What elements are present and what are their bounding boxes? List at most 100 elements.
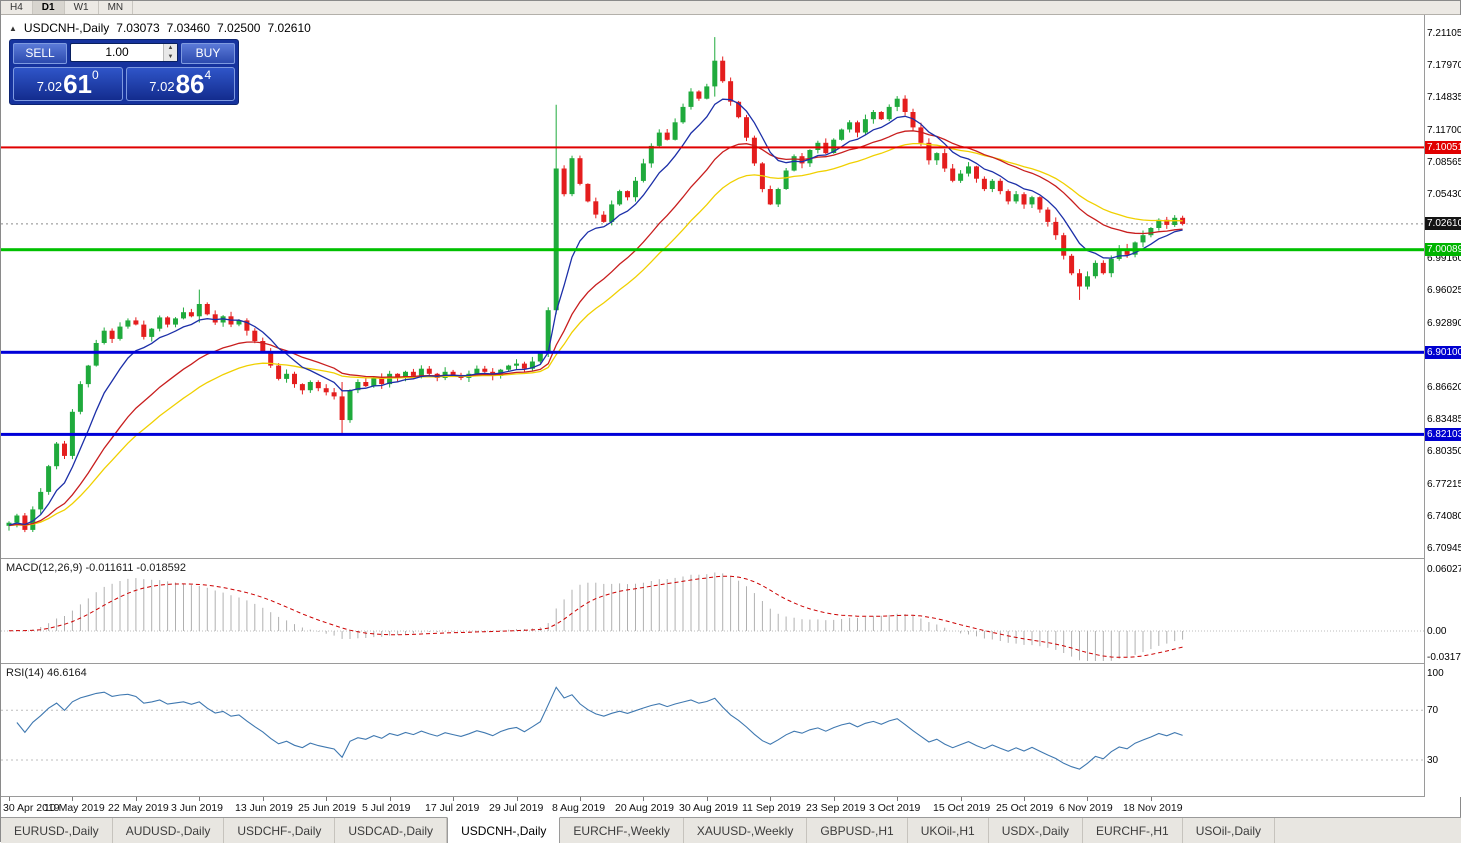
candle-body bbox=[46, 466, 52, 492]
timeframe-button-w1[interactable]: W1 bbox=[65, 1, 99, 14]
time-axis-tick bbox=[643, 797, 644, 801]
time-axis-label: 30 Apr 2019 bbox=[3, 802, 60, 814]
candle-body bbox=[672, 122, 678, 140]
timeframe-button-mn[interactable]: MN bbox=[99, 1, 134, 14]
time-axis-tick bbox=[1024, 797, 1025, 801]
candle-body bbox=[831, 139, 837, 153]
candle-body bbox=[521, 363, 527, 369]
candle-body bbox=[1092, 262, 1098, 277]
sell-price-button[interactable]: 7.02 61 0 bbox=[13, 67, 123, 101]
candle-body bbox=[101, 330, 107, 343]
price-axis[interactable]: 7.21105 7.17970 7.14835 7.11700 7.08565 7.054… bbox=[1424, 15, 1461, 797]
candle-body bbox=[125, 320, 131, 327]
candle-body bbox=[77, 384, 83, 412]
chart-tab-gbpusd-h1[interactable]: GBPUSD-,H1 bbox=[807, 818, 908, 843]
candle-body bbox=[894, 98, 900, 107]
chart-tab-usdcnh-daily[interactable]: USDCNH-,Daily bbox=[447, 817, 561, 843]
rsi-canvas bbox=[1, 686, 1424, 770]
price-axis-label: 7.21105 bbox=[1427, 28, 1461, 39]
candle-body bbox=[236, 320, 242, 325]
price-axis-label: 6.74080 bbox=[1427, 511, 1461, 522]
chart-tab-xauusd-weekly[interactable]: XAUUSD-,Weekly bbox=[683, 818, 808, 843]
candle-body bbox=[942, 153, 948, 169]
candle-body bbox=[38, 491, 44, 510]
candle-body bbox=[109, 330, 115, 339]
candle-body bbox=[379, 377, 385, 385]
price-badge-6.90100[interactable]: 6.90100 bbox=[1425, 346, 1461, 359]
chart-tab-eurchf-h1[interactable]: EURCHF-,H1 bbox=[1083, 818, 1183, 843]
candle-body bbox=[617, 191, 623, 205]
candle-body bbox=[1100, 262, 1106, 274]
candle-body bbox=[728, 81, 734, 102]
candlestick-chart-canvas[interactable] bbox=[1, 15, 1424, 558]
time-axis-tick bbox=[326, 797, 327, 801]
collapse-panel-icon[interactable]: ▲ bbox=[9, 23, 17, 33]
candle-body bbox=[553, 168, 559, 311]
sell-button[interactable]: SELL bbox=[13, 43, 67, 64]
chart-tab-usoil-daily[interactable]: USOil-,Daily bbox=[1182, 818, 1276, 843]
volume-decrease-icon[interactable]: ▼ bbox=[164, 52, 177, 61]
time-axis-label: 6 Nov 2019 bbox=[1059, 802, 1113, 814]
candle-body bbox=[1140, 235, 1146, 243]
volume-increase-icon[interactable]: ▲ bbox=[164, 44, 177, 53]
candle-body bbox=[1085, 276, 1090, 287]
chart-tab-usdx-daily[interactable]: USDX-,Daily bbox=[988, 818, 1084, 843]
horizontal-level-line-6.901[interactable] bbox=[1, 350, 1424, 354]
candle-body bbox=[6, 522, 12, 526]
horizontal-level-line-6.82103[interactable] bbox=[1, 432, 1424, 436]
candle-body bbox=[165, 317, 171, 325]
chart-tab-eurchf-weekly[interactable]: EURCHF-,Weekly bbox=[560, 818, 684, 843]
time-axis[interactable]: 30 Apr 2019 10 May 2019 22 May 2019 3 Jun 2… bbox=[1, 797, 1424, 817]
sell-price-sup: 0 bbox=[92, 68, 99, 82]
candle-body bbox=[1013, 194, 1019, 202]
candle-body bbox=[1061, 235, 1067, 256]
price-badge-6.82103[interactable]: 6.82103 bbox=[1425, 428, 1461, 441]
candle-body bbox=[1069, 255, 1075, 274]
timeframe-button-h4[interactable]: H4 bbox=[1, 1, 33, 14]
price-badge-7.10051[interactable]: 7.10051 bbox=[1425, 141, 1461, 154]
time-axis-tick bbox=[961, 797, 962, 801]
timeframe-button-d1[interactable]: D1 bbox=[32, 1, 65, 14]
chart-tab-usdchf-daily[interactable]: USDCHF-,Daily bbox=[224, 818, 336, 843]
candle-body bbox=[950, 168, 956, 181]
candle-body bbox=[339, 396, 345, 420]
candle-body bbox=[783, 170, 789, 189]
rsi-indicator-pane[interactable]: RSI(14) 46.6164 bbox=[1, 664, 1424, 797]
time-axis-label: 17 Jul 2019 bbox=[425, 802, 480, 814]
price-badge-7.00089[interactable]: 7.00089 bbox=[1425, 243, 1461, 256]
candle-body bbox=[93, 343, 99, 366]
time-axis-label: 13 Jun 2019 bbox=[235, 802, 293, 814]
candle-body bbox=[807, 150, 813, 164]
time-axis-label: 20 Aug 2019 bbox=[615, 802, 674, 814]
candle-body bbox=[664, 132, 670, 140]
candle-body bbox=[839, 129, 845, 140]
candle-body bbox=[926, 142, 932, 161]
buy-button[interactable]: BUY bbox=[181, 43, 235, 64]
chart-tab-eurusd-daily[interactable]: EURUSD-,Daily bbox=[1, 818, 113, 843]
ohlc-low: 7.02500 bbox=[217, 21, 261, 35]
macd-indicator-pane[interactable]: MACD(12,26,9) -0.011611 -0.018592 bbox=[1, 559, 1424, 664]
chart-tab-usdcad-daily[interactable]: USDCAD-,Daily bbox=[335, 818, 448, 843]
candle-body bbox=[751, 137, 757, 164]
candle-body bbox=[609, 204, 615, 222]
volume-field[interactable]: 1.00 ▲ ▼ bbox=[70, 43, 178, 62]
candle-body bbox=[775, 189, 781, 205]
chart-tab-ukoil-h1[interactable]: UKOil-,H1 bbox=[907, 818, 989, 843]
candle-body bbox=[878, 112, 884, 120]
candle-body bbox=[1108, 258, 1114, 274]
time-axis-label: 22 May 2019 bbox=[108, 802, 169, 814]
buy-price-button[interactable]: 7.02 86 4 bbox=[125, 67, 235, 101]
candle-body bbox=[14, 515, 20, 523]
candle-body bbox=[1124, 248, 1130, 255]
horizontal-level-line-7.00089[interactable] bbox=[1, 248, 1424, 252]
horizontal-level-line-7.10051[interactable] bbox=[1, 146, 1424, 149]
candle-body bbox=[847, 122, 853, 130]
ohlc-open: 7.03073 bbox=[116, 21, 160, 35]
macd-signal-line bbox=[8, 575, 1183, 658]
time-axis-tick bbox=[453, 797, 454, 801]
main-chart-pane[interactable]: ▲ USDCNH-,Daily 7.03073 7.03460 7.02500 … bbox=[1, 15, 1424, 559]
chart-tab-audusd-daily[interactable]: AUDUSD-,Daily bbox=[112, 818, 225, 843]
volume-value[interactable]: 1.00 bbox=[105, 45, 129, 59]
candle-body bbox=[85, 365, 91, 385]
